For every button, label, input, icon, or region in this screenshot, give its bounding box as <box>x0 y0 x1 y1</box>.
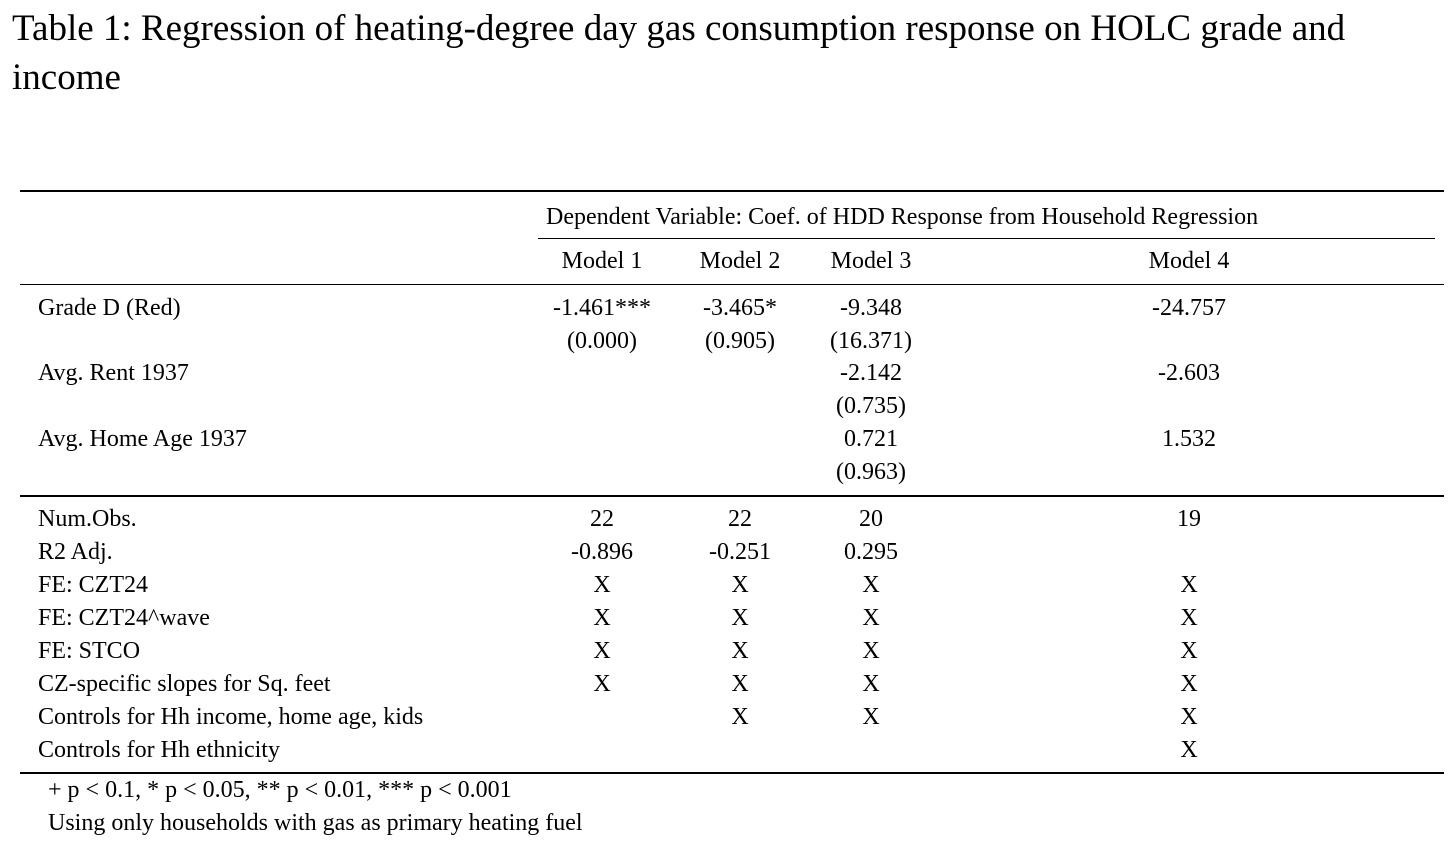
se-cell: (0.963) <box>836 459 906 485</box>
stat-cell: X <box>1180 572 1198 598</box>
sample-note: Using only households with gas as primar… <box>48 810 583 836</box>
stat-label: Num.Obs. <box>38 506 137 532</box>
stat-cell: X <box>593 605 611 631</box>
model-header-4: Model 4 <box>1148 248 1230 274</box>
stat-label: Controls for Hh income, home age, kids <box>38 704 424 730</box>
stat-cell: X <box>862 704 880 730</box>
stat-cell: X <box>731 605 749 631</box>
model-header-2: Model 2 <box>699 248 781 274</box>
mid-rule <box>20 495 1444 497</box>
stat-cell: X <box>862 671 880 697</box>
bottom-rule <box>20 772 1444 774</box>
stat-cell: 22 <box>728 506 752 532</box>
stat-cell: X <box>731 572 749 598</box>
stat-cell: X <box>862 572 880 598</box>
coef-cell: -24.757 <box>1152 295 1226 321</box>
stat-label: R2 Adj. <box>38 539 113 565</box>
dependent-variable-header: Dependent Variable: Coef. of HDD Respons… <box>546 204 1259 230</box>
se-cell: (0.905) <box>705 328 775 354</box>
model-header-3: Model 3 <box>830 248 912 274</box>
stat-cell: 0.295 <box>844 539 898 565</box>
significance-note: + p < 0.1, * p < 0.05, ** p < 0.01, *** … <box>48 777 512 803</box>
header-rule <box>20 284 1444 285</box>
stat-cell: X <box>1180 605 1198 631</box>
coef-cell: -2.603 <box>1158 360 1220 386</box>
stat-cell: X <box>593 572 611 598</box>
coef-cell: -9.348 <box>840 295 902 321</box>
model-header-1: Model 1 <box>561 248 643 274</box>
se-cell: (16.371) <box>830 328 912 354</box>
stat-cell: X <box>1180 737 1198 763</box>
stat-cell: X <box>731 638 749 664</box>
coef-cell: -3.465* <box>703 295 777 321</box>
stat-cell: X <box>731 671 749 697</box>
stat-cell: X <box>1180 638 1198 664</box>
stat-label: FE: CZT24 <box>38 572 149 598</box>
stat-label: CZ-specific slopes for Sq. feet <box>38 671 331 697</box>
stat-cell: X <box>1180 704 1198 730</box>
stat-label: FE: STCO <box>38 638 141 664</box>
se-cell: (0.735) <box>836 393 906 419</box>
coef-label-avg-home-age: Avg. Home Age 1937 <box>38 426 247 452</box>
coef-cell: 0.721 <box>844 426 898 452</box>
stat-cell: -0.896 <box>571 539 633 565</box>
stat-cell: 19 <box>1177 506 1201 532</box>
stat-cell: 22 <box>590 506 614 532</box>
stat-label: FE: CZT24^wave <box>38 605 210 631</box>
stat-label: Controls for Hh ethnicity <box>38 737 280 763</box>
coef-cell: -1.461*** <box>553 295 651 321</box>
dependent-variable-rule <box>538 238 1435 239</box>
stat-cell: X <box>1180 671 1198 697</box>
stat-cell: X <box>593 671 611 697</box>
coef-label-avg-rent: Avg. Rent 1937 <box>38 360 189 386</box>
stat-cell: -0.251 <box>709 539 771 565</box>
stat-cell: X <box>862 638 880 664</box>
se-cell: (0.000) <box>567 328 637 354</box>
stat-cell: X <box>593 638 611 664</box>
coef-cell: 1.532 <box>1162 426 1216 452</box>
stat-cell: 20 <box>859 506 883 532</box>
coef-label-grade-d: Grade D (Red) <box>38 295 181 321</box>
coef-cell: -2.142 <box>840 360 902 386</box>
top-rule <box>20 190 1444 192</box>
stat-cell: X <box>862 605 880 631</box>
table-caption: Table 1: Regression of heating-degree da… <box>12 8 1346 98</box>
stat-cell: X <box>731 704 749 730</box>
